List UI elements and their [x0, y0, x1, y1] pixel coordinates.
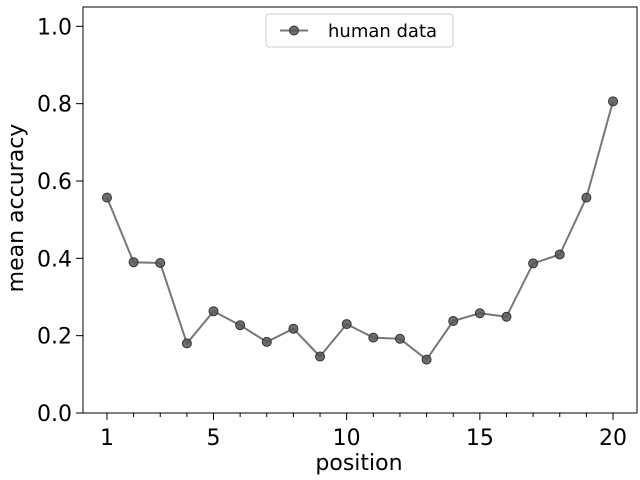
- x-axis-label: position: [315, 451, 402, 476]
- data-point: [288, 323, 299, 334]
- data-point: [341, 319, 352, 330]
- y-tick-label: 0.8: [37, 93, 72, 118]
- data-point: [608, 96, 619, 107]
- x-tick-label: 15: [466, 426, 494, 451]
- x-axis-ticks: 1 5 10 15 20: [100, 413, 627, 451]
- legend: human data: [265, 13, 454, 48]
- x-tick-label: 10: [333, 426, 361, 451]
- data-point: [448, 315, 459, 326]
- y-axis-label: mean accuracy: [4, 124, 29, 293]
- legend-label-human-data: human data: [328, 21, 437, 42]
- y-axis-ticks: 0.0 0.2 0.4 0.6 0.8 1.0: [37, 15, 83, 427]
- plot-frame: [82, 6, 638, 414]
- data-point: [101, 192, 112, 203]
- y-tick-label: 0.2: [37, 325, 72, 350]
- x-tick-label: 5: [207, 426, 221, 451]
- data-point: [261, 336, 272, 347]
- x-tick-label: 20: [599, 426, 627, 451]
- series-layer: [101, 96, 619, 365]
- data-point: [128, 257, 139, 268]
- data-point: [501, 311, 512, 322]
- plot-area: [82, 6, 638, 414]
- data-point: [235, 320, 246, 331]
- series-line-human-data: [106, 101, 614, 361]
- y-tick-label: 0.0: [37, 402, 72, 427]
- data-point: [208, 306, 219, 317]
- data-point: [368, 332, 379, 343]
- x-tick-label: 1: [100, 426, 114, 451]
- legend-frame: [265, 13, 454, 48]
- data-point: [394, 333, 405, 344]
- y-tick-label: 0.6: [37, 170, 72, 195]
- data-point: [528, 258, 539, 269]
- data-point: [554, 249, 565, 260]
- y-tick-label: 1.0: [37, 15, 72, 40]
- data-point: [155, 257, 166, 268]
- y-tick-label: 0.4: [37, 247, 72, 272]
- legend-marker-swatch: [289, 25, 299, 36]
- data-point: [581, 192, 592, 203]
- data-point: [474, 308, 485, 319]
- data-point: [181, 338, 192, 349]
- data-point: [315, 351, 326, 362]
- data-point: [421, 354, 432, 365]
